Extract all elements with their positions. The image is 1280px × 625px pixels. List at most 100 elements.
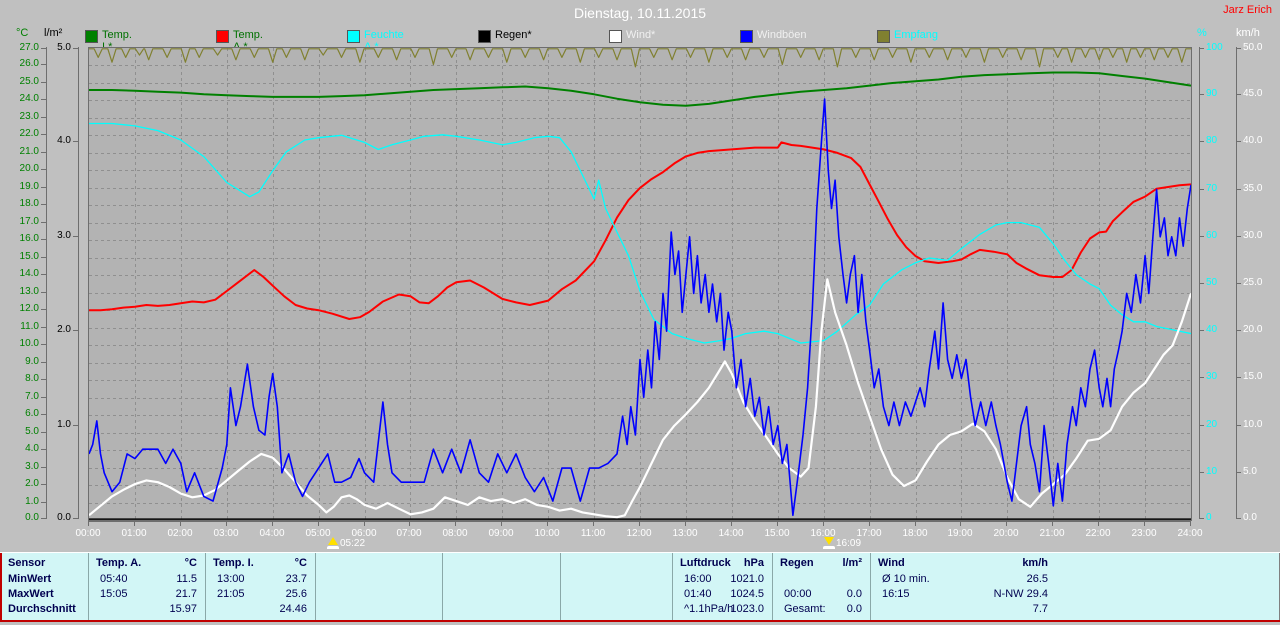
axis-tick [1199, 472, 1204, 473]
wind-axis-label: 5.0 [1243, 466, 1257, 477]
x-axis-label: 09:00 [488, 528, 514, 539]
temp-axis-label: 16.0 [19, 233, 39, 244]
table-col-header: Wind [878, 557, 905, 569]
legend-swatch-icon [347, 30, 360, 43]
temp-axis-label: 2.0 [25, 478, 39, 489]
table-column-separator [88, 553, 89, 620]
humidity-axis-label: 50 [1206, 277, 1218, 288]
page-title: Dienstag, 10.11.2015 [573, 5, 707, 21]
wind-axis-unit: km/h [1236, 27, 1260, 39]
x-axis-tick [226, 521, 227, 526]
x-axis-tick [88, 521, 89, 526]
x-axis-label: 22:00 [1085, 528, 1111, 539]
axis-tick [41, 432, 46, 433]
axis-tick [41, 292, 46, 293]
table-row-label: MinWert [8, 573, 52, 585]
x-axis-tick [1098, 521, 1099, 526]
temp-axis-label: 26.0 [19, 58, 39, 69]
table-col-unit: km/h [1022, 557, 1048, 569]
humidity-axis-label: 30 [1206, 371, 1218, 382]
horizon-icon [823, 546, 835, 549]
table-cell-time: 01:40 [684, 588, 712, 600]
x-axis-label: 19:00 [947, 528, 973, 539]
rain-axis-label: 0.0 [57, 512, 71, 523]
axis-tick [41, 82, 46, 83]
x-axis-tick [915, 521, 916, 526]
humidity-axis-label: 0 [1206, 512, 1212, 523]
humidity-axis-label: 100 [1206, 42, 1223, 53]
axis-tick [73, 48, 78, 49]
axis-tick [1199, 283, 1204, 284]
x-axis-tick [731, 521, 732, 526]
series-windboeen [89, 98, 1191, 517]
axis-tick [41, 518, 46, 519]
axis-tick [41, 344, 46, 345]
axis-tick [41, 117, 46, 118]
axis-tick [1199, 189, 1204, 190]
axis-tick [41, 502, 46, 503]
table-cell-value: 24.46 [279, 603, 307, 615]
x-axis-label: 21:00 [1039, 528, 1065, 539]
x-axis-label: 06:00 [351, 528, 377, 539]
temp-axis-label: 24.0 [19, 93, 39, 104]
axis-tick [41, 239, 46, 240]
humidity-axis-label: 80 [1206, 135, 1218, 146]
table-cell-time: 05:40 [100, 573, 128, 585]
x-axis-label: 24:00 [1177, 528, 1203, 539]
rain-axis-label: 2.0 [57, 324, 71, 335]
axis-tick [41, 152, 46, 153]
table-cell-value: 23.7 [285, 573, 307, 585]
series-feuchte_a [89, 122, 1191, 344]
x-axis-tick [409, 521, 410, 526]
sunrise-icon [328, 537, 338, 545]
table-cell-value: 7.7 [1032, 603, 1048, 615]
axis-tick [1236, 377, 1241, 378]
horizon-icon [327, 546, 339, 549]
axis-rail [46, 47, 47, 519]
axis-tick [1199, 236, 1204, 237]
axis-tick [41, 257, 46, 258]
table-cell-time: Ø 10 min. [882, 573, 930, 585]
x-axis-label: 05:00 [305, 528, 331, 539]
x-axis-tick [547, 521, 548, 526]
axis-tick [1236, 141, 1241, 142]
legend-swatch-icon [478, 30, 491, 43]
axis-tick [41, 169, 46, 170]
x-axis-label: 11:00 [580, 528, 606, 539]
temp-axis-label: 5.0 [25, 426, 39, 437]
legend-label: Windböen [757, 29, 807, 41]
table-column-separator [672, 553, 673, 620]
axis-tick [41, 414, 46, 415]
axis-tick [1236, 472, 1241, 473]
legend-swatch-icon [609, 30, 622, 43]
rain-axis-unit: l/m² [44, 27, 63, 39]
table-column-separator [442, 553, 443, 620]
rain-axis-label: 3.0 [57, 230, 71, 241]
table-cell-value: 1021.0 [730, 573, 764, 585]
weather-chart-svg [89, 48, 1191, 520]
table-col-unit: °C [294, 557, 307, 569]
axis-tick [1199, 94, 1204, 95]
x-axis-tick [777, 521, 778, 526]
axis-tick [41, 362, 46, 363]
axis-tick [41, 64, 46, 65]
temp-axis-unit: °C [16, 27, 29, 39]
table-cell-time: ^1.1hPa/h [684, 603, 734, 615]
table-col-unit: °C [184, 557, 197, 569]
axis-tick [1199, 425, 1204, 426]
table-column-separator [870, 553, 871, 620]
x-axis-tick [869, 521, 870, 526]
axis-tick [1199, 377, 1204, 378]
x-axis-tick [639, 521, 640, 526]
wind-axis-label: 15.0 [1243, 371, 1263, 382]
temp-axis-label: 27.0 [19, 42, 39, 53]
wind-axis-label: 10.0 [1243, 419, 1263, 430]
table-cell-value: 0.0 [846, 603, 862, 615]
x-axis-tick [1190, 521, 1191, 526]
legend-label: Wind* [626, 29, 656, 41]
x-axis-tick [1144, 521, 1145, 526]
x-axis-tick [685, 521, 686, 526]
series-temp_i [89, 71, 1191, 107]
axis-tick [41, 484, 46, 485]
